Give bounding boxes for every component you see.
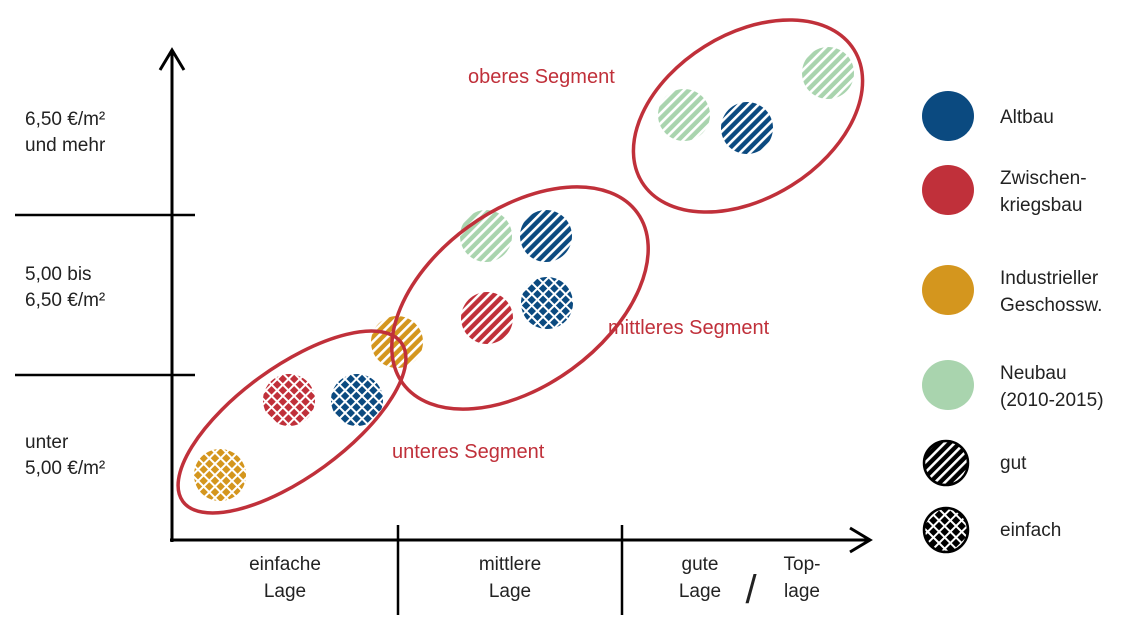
segment-label: oberes Segment — [468, 66, 615, 88]
segment-ellipses — [176, 18, 865, 515]
segment-label: unteres Segment — [392, 441, 545, 463]
legend-swatch — [922, 506, 970, 554]
legend-label: Altbau — [1000, 107, 1054, 128]
legend-swatch — [922, 360, 974, 410]
y-labels: 6,50 €/m² und mehr 5,00 bis 6,50 €/m² unte… — [25, 109, 106, 479]
y-label: 6,50 €/m² und mehr — [25, 109, 106, 156]
legend-label: gut — [1000, 453, 1027, 474]
legend-label: Industrieller Geschossw. — [1000, 268, 1102, 316]
x-label: Top-lage — [784, 554, 821, 602]
x-label: / — [745, 568, 757, 612]
legend-label: Zwischen-kriegsbau — [1000, 168, 1087, 216]
legend-swatch — [922, 265, 974, 315]
legend-label: einfach — [1000, 520, 1061, 541]
legend-swatch — [922, 439, 970, 487]
x-labels: einfache Lage mittlere Lage gute Lage / Top… — [249, 554, 820, 612]
legend-swatch — [922, 165, 974, 215]
axes — [15, 47, 873, 615]
segment-label: mittleres Segment — [608, 317, 770, 339]
legend-label: Neubau (2010-2015) — [1000, 363, 1104, 411]
x-label: gute Lage — [679, 554, 721, 602]
y-label: 5,00 bis 6,50 €/m² — [25, 264, 105, 311]
x-label: mittlere Lage — [479, 554, 541, 602]
x-label: einfache Lage — [249, 554, 321, 602]
legend: Altbau Zwischen-kriegsbau Industrieller G… — [922, 91, 1104, 554]
y-label: unter 5,00 €/m² — [25, 432, 105, 479]
circles — [194, 47, 854, 501]
legend-swatch — [922, 91, 974, 141]
